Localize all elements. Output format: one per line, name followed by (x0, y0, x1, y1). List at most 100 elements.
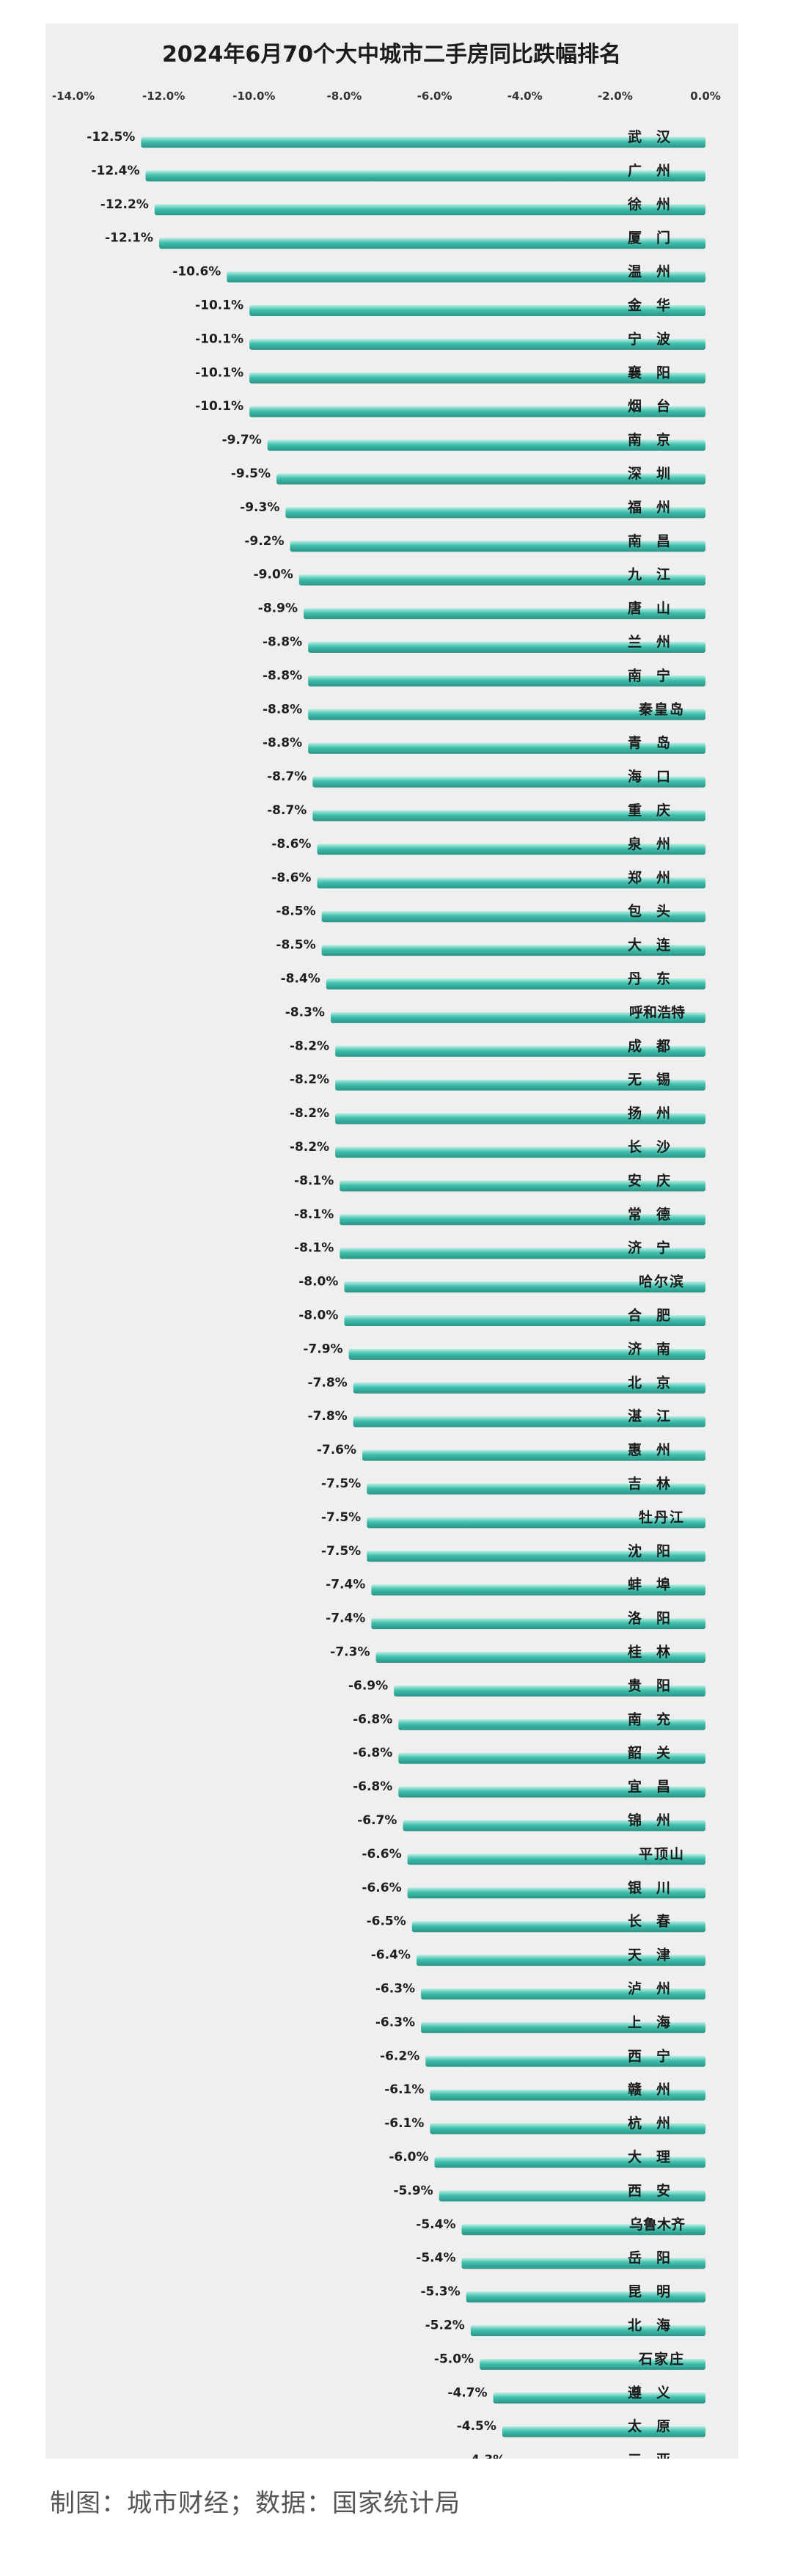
x-tick-label: -8.0% (327, 89, 362, 103)
bar-row: -12.4% 广州 (91, 162, 705, 182)
bar-value-label: -7.4% (326, 1611, 365, 1626)
bar (285, 507, 705, 519)
city-label: 大理 (628, 2148, 685, 2165)
bar (425, 2055, 705, 2067)
bar-value-label: -5.4% (416, 2251, 455, 2266)
bar (317, 877, 705, 889)
bar-row: -10.1% 宁波 (195, 330, 706, 350)
chart-panel: 2024年6月70个大中城市二手房同比跌幅排名 -14.0% -12.0% -10.… (45, 23, 738, 2459)
bar-value-label: -10.1% (195, 399, 243, 414)
bar-value-label: -8.6% (271, 837, 311, 852)
bar (276, 473, 706, 485)
bar-value-label: -6.8% (353, 1712, 392, 1727)
bar-value-label: -4.7% (447, 2385, 487, 2400)
bar-row: -8.2% 长沙 (290, 1139, 705, 1158)
bar-chart: 2024年6月70个大中城市二手房同比跌幅排名 -14.0% -12.0% -10.… (52, 42, 721, 2459)
bar-row: -8.8% 兰州 (263, 634, 706, 653)
bar (434, 2156, 705, 2168)
city-label: 桂林 (627, 1644, 685, 1661)
city-label: 深圳 (628, 465, 685, 482)
city-label: 赣州 (628, 2081, 685, 2098)
bar-value-label: -8.7% (267, 769, 307, 784)
bar-row: -6.8% 南充 (353, 1710, 705, 1730)
bar-value-label: -8.3% (285, 1005, 325, 1020)
bar-value-label: -8.1% (294, 1241, 334, 1256)
bar-row: -6.8% 韶关 (353, 1744, 705, 1764)
bar-row: -4.7% 遵义 (447, 2384, 705, 2404)
bar-row: -7.6% 惠州 (317, 1442, 705, 1461)
city-label: 九江 (627, 567, 685, 583)
x-tick-label: -2.0% (598, 89, 633, 103)
bar-row: -8.3% 呼和浩特 (285, 1003, 705, 1023)
bar-value-label: -6.9% (348, 1678, 388, 1693)
bar (227, 271, 705, 283)
city-label: 北海 (628, 2317, 685, 2334)
bar (421, 2021, 705, 2033)
bar-row: -6.6% 银川 (362, 1879, 705, 1899)
bar (371, 1584, 705, 1596)
city-label: 成都 (628, 1037, 685, 1054)
city-label: 三亚 (628, 2452, 685, 2459)
bar (353, 1416, 705, 1427)
bar-value-label: -8.8% (263, 668, 302, 683)
bar-value-label: -7.8% (308, 1409, 348, 1424)
city-label: 常德 (628, 1206, 685, 1223)
bar (308, 675, 706, 687)
bar (335, 1113, 705, 1124)
city-label: 合肥 (628, 1307, 685, 1324)
bar (375, 1652, 705, 1663)
city-label: 北京 (628, 1374, 685, 1391)
city-label: 牡丹江 (639, 1510, 685, 1526)
city-label: 湛江 (628, 1408, 685, 1424)
bar (398, 1786, 705, 1798)
bar (371, 1618, 705, 1630)
city-label: 石家庄 (638, 2350, 685, 2367)
x-axis-ticks: -14.0% -12.0% -10.0% -8.0% -6.0% -4.0% -2.0% 0.… (52, 89, 721, 103)
bar-row: -6.5% 长春 (367, 1913, 705, 1933)
bar-row: -6.3% 上海 (375, 2013, 705, 2033)
bar-value-label: -4.3% (466, 2453, 505, 2459)
bar-row: -6.8% 宜昌 (353, 1778, 705, 1798)
bar (470, 2325, 705, 2336)
bar-value-label: -8.2% (290, 1106, 329, 1121)
bar-value-label: -8.5% (276, 938, 315, 953)
bar-value-label: -6.3% (375, 2015, 415, 2030)
bar-value-label: -7.5% (321, 1510, 361, 1525)
city-label: 南昌 (628, 533, 685, 549)
x-tick-label: 0.0% (690, 89, 721, 103)
bar (394, 1685, 705, 1697)
city-label: 南京 (628, 431, 685, 448)
city-label: 宁波 (628, 330, 685, 347)
bar-row: -10.1% 襄阳 (195, 364, 706, 384)
bar (330, 1011, 705, 1023)
city-label: 天津 (628, 1947, 685, 1964)
city-label: 沈阳 (628, 1543, 685, 1559)
city-label: 银川 (628, 1879, 685, 1896)
city-label: 杭州 (628, 2115, 685, 2132)
city-label: 惠州 (628, 1442, 685, 1458)
bar (249, 305, 706, 316)
bar-value-label: -5.3% (420, 2285, 460, 2299)
bar-value-label: -8.0% (298, 1275, 338, 1289)
bar-value-label: -6.1% (384, 2082, 424, 2097)
bar (308, 642, 706, 653)
bar-row: -6.6% 平顶山 (362, 1846, 705, 1865)
bar (403, 1820, 705, 1832)
city-label: 安庆 (628, 1172, 685, 1189)
city-label: 福州 (627, 499, 685, 516)
city-label: 韶关 (628, 1744, 685, 1761)
bar (367, 1517, 705, 1529)
city-label: 南宁 (628, 667, 685, 684)
city-label: 郑州 (628, 870, 685, 886)
bar (348, 1348, 705, 1360)
bar (145, 170, 705, 182)
city-label: 唐山 (628, 600, 685, 617)
bar (430, 2123, 705, 2134)
bar-row: -8.8% 南宁 (263, 667, 706, 687)
bar-row: -9.2% 南昌 (244, 533, 705, 552)
city-label: 太原 (628, 2418, 685, 2434)
city-label: 吉林 (628, 1475, 685, 1492)
bar-value-label: -5.9% (394, 2184, 433, 2198)
city-label: 宜昌 (628, 1778, 685, 1795)
bar-row: -7.5% 牡丹江 (321, 1510, 705, 1529)
